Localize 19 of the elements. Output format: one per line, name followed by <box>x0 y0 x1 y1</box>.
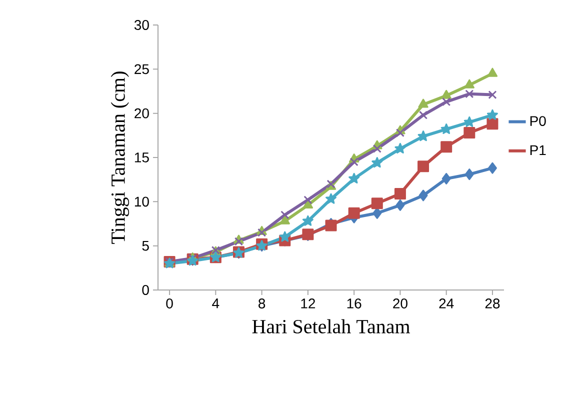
x-tick-label: 8 <box>258 298 266 308</box>
y-tick-label: 10 <box>134 196 149 207</box>
x-tick-label: 24 <box>439 298 454 308</box>
x-tick-label: 20 <box>393 298 408 308</box>
x-tick-label: 12 <box>301 298 316 308</box>
y-tick-label: 25 <box>134 64 149 74</box>
y-tick-label: 20 <box>134 108 149 118</box>
legend-label: P0 <box>530 116 546 126</box>
y-tick-label: 15 <box>134 152 149 162</box>
y-tick-label: 0 <box>142 285 149 295</box>
y-axis-title: Tinggi Tanaman (cm) <box>110 72 130 244</box>
x-tick-label: 28 <box>485 298 500 308</box>
y-tick-label: 30 <box>134 20 149 30</box>
legend-label: P1 <box>530 145 546 156</box>
x-tick-label: 0 <box>166 298 173 308</box>
x-tick-label: 4 <box>212 298 220 308</box>
x-axis-title: Hari Setelah Tanam <box>252 319 410 334</box>
x-tick-label: 16 <box>347 298 362 308</box>
y-tick-label: 5 <box>142 240 149 251</box>
